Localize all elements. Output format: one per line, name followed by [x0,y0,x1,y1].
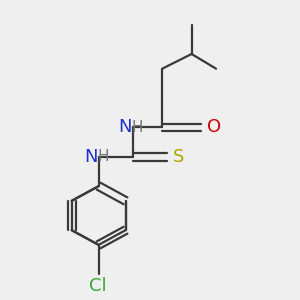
Text: H: H [98,149,109,164]
Text: N: N [118,118,132,136]
Text: N: N [84,148,98,166]
Text: H: H [132,120,143,135]
Text: Cl: Cl [88,277,106,295]
Text: S: S [172,148,184,166]
Text: O: O [207,118,221,136]
